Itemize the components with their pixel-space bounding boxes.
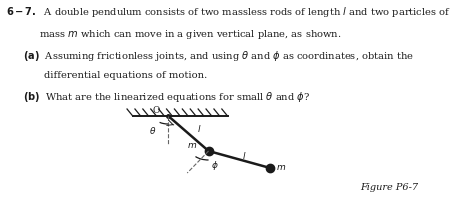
Text: $\theta$: $\theta$ — [149, 126, 156, 136]
Text: $l$: $l$ — [242, 150, 246, 161]
Text: differential equations of motion.: differential equations of motion. — [44, 71, 207, 80]
Text: $\mathbf{(b)}$  What are the linearized equations for small $\theta$ and $\phi$?: $\mathbf{(b)}$ What are the linearized e… — [23, 90, 310, 104]
Text: mass $m$ which can move in a given vertical plane, as shown.: mass $m$ which can move in a given verti… — [39, 28, 341, 41]
Text: $l$: $l$ — [197, 123, 201, 134]
Text: $\phi$: $\phi$ — [211, 160, 219, 172]
Text: $\mathbf{(a)}$  Assuming frictionless joints, and using $\theta$ and $\phi$ as c: $\mathbf{(a)}$ Assuming frictionless joi… — [23, 49, 413, 63]
Text: $m$: $m$ — [276, 164, 286, 172]
Text: $\mathbf{6-7.}$  A double pendulum consists of two massless rods of length $l$ a: $\mathbf{6-7.}$ A double pendulum consis… — [6, 5, 451, 19]
Text: Figure P6-7: Figure P6-7 — [360, 183, 419, 192]
Text: $m$: $m$ — [187, 141, 197, 150]
Text: O: O — [152, 106, 160, 115]
